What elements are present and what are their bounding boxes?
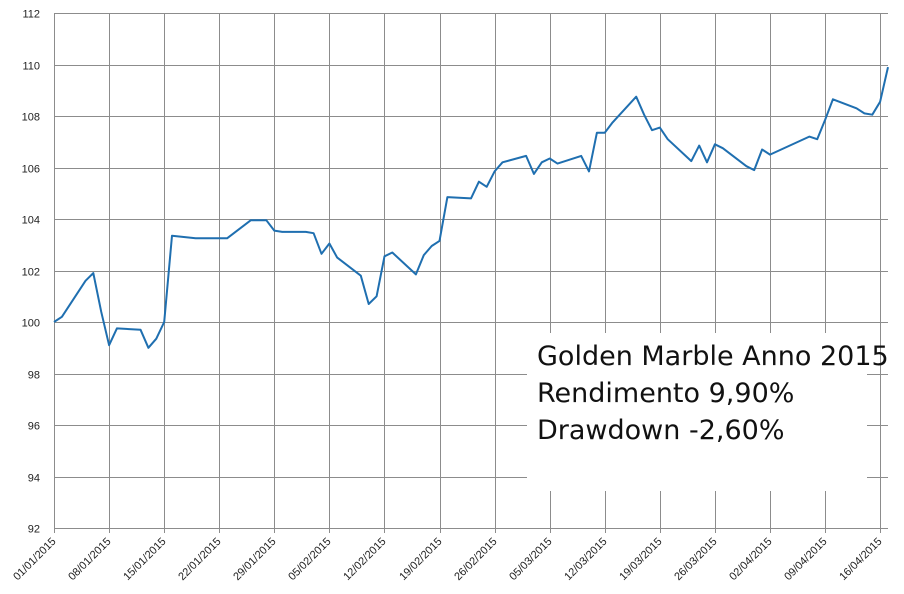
x-tick-label: 08/01/2015 (66, 536, 113, 583)
x-tick-label: 26/03/2015 (672, 536, 719, 583)
x-axis-ticks: 01/01/2015 08/01/2015 15/01/2015 22/01/2015… (11, 536, 884, 583)
info-return: Rendimento 9,90% (537, 378, 795, 409)
x-tick-label: 29/01/2015 (231, 536, 278, 583)
series-line (53, 66, 889, 349)
x-tick-label: 12/02/2015 (341, 536, 388, 583)
y-tick-label: 108 (22, 112, 40, 124)
info-annotation-box: Golden Marble Anno 2015 Rendimento 9,90%… (527, 333, 889, 491)
x-tick-label: 01/01/2015 (11, 536, 58, 583)
x-tick-label: 16/04/2015 (837, 536, 884, 583)
x-tick-label: 22/01/2015 (176, 536, 223, 583)
y-tick-label: 94 (28, 473, 40, 485)
y-tick-label: 92 (28, 524, 40, 536)
y-tick-label: 112 (22, 9, 40, 21)
y-tick-label: 96 (28, 421, 40, 433)
y-tick-label: 100 (22, 318, 40, 330)
y-tick-label: 110 (22, 61, 40, 73)
x-tick-label: 02/04/2015 (727, 536, 774, 583)
y-tick-label: 98 (28, 370, 40, 382)
y-tick-label: 106 (22, 164, 40, 176)
x-tick-label: 05/03/2015 (507, 536, 554, 583)
y-tick-label: 104 (22, 215, 40, 227)
x-tick-label: 09/04/2015 (782, 536, 829, 583)
x-tick-label: 05/02/2015 (286, 536, 333, 583)
y-axis-ticks: 92 94 96 98 100 102 104 106 108 110 112 (22, 9, 40, 536)
y-tick-label: 102 (22, 267, 40, 279)
series (53, 66, 889, 349)
x-tick-label: 12/03/2015 (562, 536, 609, 583)
x-tick-label: 19/03/2015 (617, 536, 664, 583)
x-tick-label: 15/01/2015 (121, 536, 168, 583)
x-tick-label: 26/02/2015 (452, 536, 499, 583)
x-tick-label: 19/02/2015 (397, 536, 444, 583)
info-title: Golden Marble Anno 2015 (537, 341, 889, 372)
info-drawdown: Drawdown -2,60% (537, 415, 785, 446)
